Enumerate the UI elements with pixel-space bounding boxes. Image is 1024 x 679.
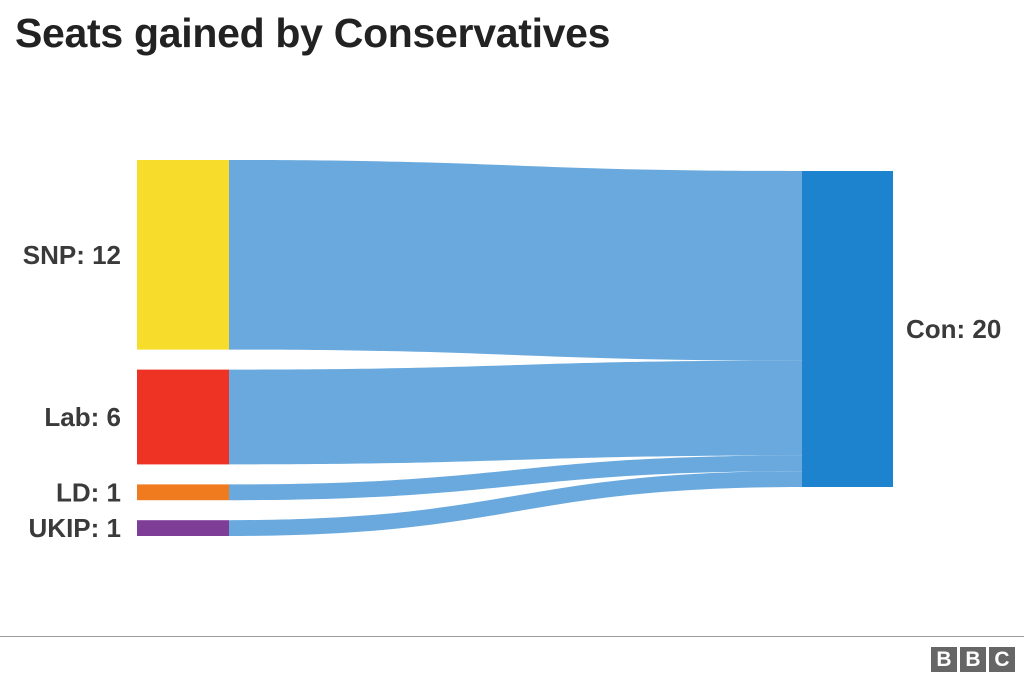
logo-letter-1: B — [931, 647, 957, 672]
chart-title: Seats gained by Conservatives — [15, 10, 611, 56]
flow-ukip — [229, 471, 802, 536]
flows-group — [229, 160, 802, 536]
node-lab — [137, 369, 229, 465]
sankey-chart: SNP: 12 Lab: 6 LD: 1 UKIP: 1 Con: 20 — [23, 160, 1002, 543]
label-lab: Lab: 6 — [44, 402, 121, 432]
node-ld — [137, 484, 229, 501]
nodes-group — [137, 160, 893, 536]
node-snp — [137, 160, 229, 350]
label-ukip: UKIP: 1 — [29, 513, 121, 543]
flow-snp — [229, 160, 802, 361]
bbc-logo: B B C — [931, 647, 1015, 672]
logo-letter-2: B — [960, 647, 986, 672]
label-con: Con: 20 — [906, 314, 1001, 344]
label-ld: LD: 1 — [56, 477, 121, 507]
flow-lab — [229, 360, 802, 465]
node-con — [802, 171, 893, 487]
node-ukip — [137, 520, 229, 536]
labels-group: SNP: 12 Lab: 6 LD: 1 UKIP: 1 Con: 20 — [23, 240, 1002, 543]
logo-letter-3: C — [989, 647, 1015, 672]
flow-ld — [229, 455, 802, 501]
footer-divider — [0, 636, 1024, 637]
label-snp: SNP: 12 — [23, 240, 121, 270]
